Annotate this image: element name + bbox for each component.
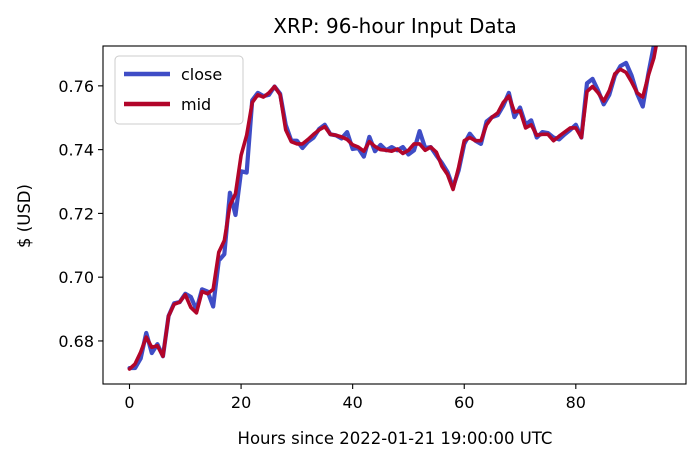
chart-title: XRP: 96-hour Input Data [273, 14, 517, 38]
y-tick-label: 0.76 [58, 77, 94, 96]
x-tick-label: 80 [566, 393, 586, 412]
x-tick-label: 20 [231, 393, 251, 412]
plot-area [102, 45, 687, 385]
y-axis-label: $ (USD) [15, 184, 34, 248]
y-tick-label: 0.70 [58, 268, 94, 287]
x-axis: 0 20 40 60 80 [124, 384, 586, 412]
x-axis-label: Hours since 2022-01-21 19:00:00 UTC [238, 429, 553, 448]
series-line-mid [127, 46, 658, 371]
legend: close mid [114, 55, 244, 125]
y-tick-label: 0.68 [58, 332, 94, 351]
x-tick-label: 0 [124, 393, 134, 412]
y-tick-label: 0.74 [58, 141, 94, 160]
y-axis: 0.68 0.70 0.72 0.74 0.76 [58, 77, 103, 351]
x-tick-label: 60 [454, 393, 474, 412]
series-lines [127, 46, 658, 371]
legend-box [114, 55, 244, 125]
x-tick-label: 40 [342, 393, 362, 412]
y-tick-label: 0.72 [58, 204, 94, 223]
legend-label-close: close [181, 65, 222, 84]
plot-frame [102, 45, 687, 385]
legend-label-mid: mid [181, 95, 211, 114]
